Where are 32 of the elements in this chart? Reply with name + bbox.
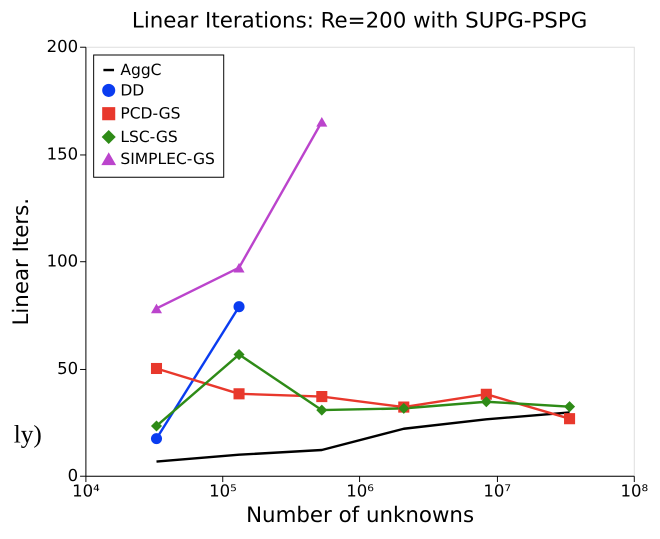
legend-label: PCD-GS (120, 104, 181, 123)
point (480, 388, 492, 400)
x-tick-label: 10⁵ (209, 482, 237, 501)
point (480, 396, 492, 408)
legend-label: LSC-GS (120, 128, 178, 146)
chart-title: Linear Iterations: Re=200 with SUPG-PSPG (132, 8, 588, 34)
y-tick-label: 50 (57, 358, 78, 378)
x-tick-label: 10⁷ (483, 482, 511, 501)
point (316, 117, 328, 127)
y-tick-label: 150 (46, 144, 78, 164)
legend-label: DD (120, 81, 144, 100)
y-axis-title: Linear Iters. (9, 198, 34, 326)
x-tick-label: 10⁸ (620, 482, 648, 501)
point (316, 391, 328, 402)
point (234, 301, 245, 312)
point (150, 362, 162, 374)
x-axis-title: Number of unknowns (246, 502, 474, 528)
point (150, 433, 162, 444)
x-tick-label: 10⁶ (346, 482, 374, 501)
point (234, 388, 245, 400)
y-tick-label: 200 (46, 37, 78, 56)
point (564, 401, 576, 412)
legend-label: AggC (120, 60, 162, 79)
point (150, 304, 162, 314)
point (234, 349, 245, 360)
text: ly) (14, 422, 42, 449)
legend-label: SIMPLEC-GS (120, 150, 215, 168)
point (234, 262, 245, 272)
point (564, 413, 576, 424)
point (316, 404, 328, 416)
point (150, 420, 162, 432)
y-tick-label: 100 (46, 252, 78, 271)
